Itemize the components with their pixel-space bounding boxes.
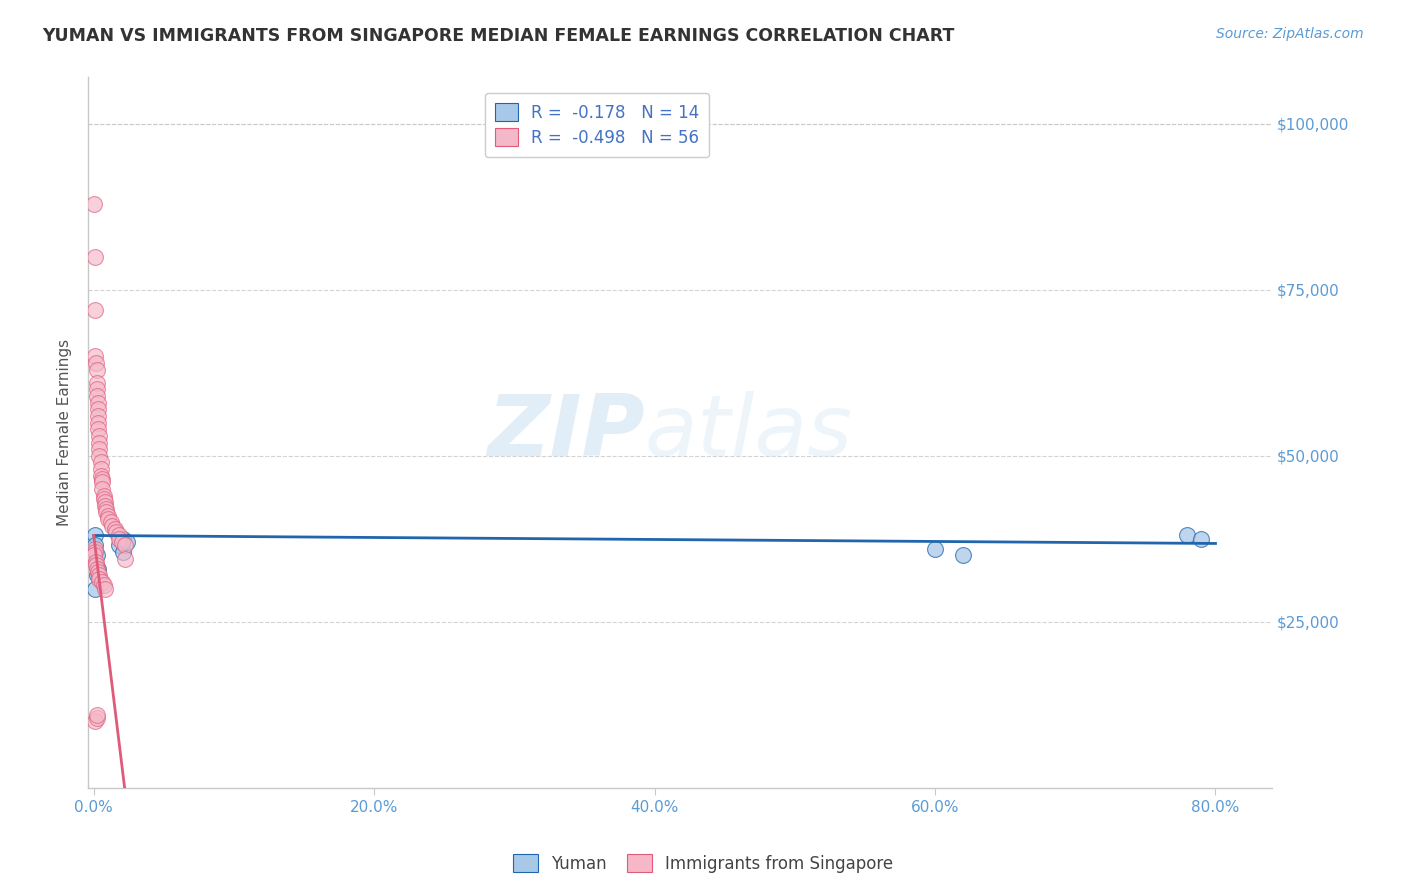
Point xyxy=(86,549,108,563)
Point xyxy=(89,435,111,450)
Point xyxy=(952,549,974,563)
Point xyxy=(86,389,108,403)
Point xyxy=(83,196,105,211)
Point xyxy=(93,578,115,592)
Point xyxy=(84,558,107,573)
Point xyxy=(90,468,112,483)
Point xyxy=(87,565,110,579)
Point xyxy=(87,409,110,423)
Point xyxy=(90,455,112,469)
Point xyxy=(87,395,110,409)
Text: YUMAN VS IMMIGRANTS FROM SINGAPORE MEDIAN FEMALE EARNINGS CORRELATION CHART: YUMAN VS IMMIGRANTS FROM SINGAPORE MEDIA… xyxy=(42,27,955,45)
Point xyxy=(101,518,124,533)
Point xyxy=(104,522,127,536)
Point xyxy=(90,462,112,476)
Point xyxy=(86,562,108,576)
Point xyxy=(114,551,136,566)
Legend: R =  -0.178   N = 14, R =  -0.498   N = 56: R = -0.178 N = 14, R = -0.498 N = 56 xyxy=(485,93,710,157)
Point xyxy=(111,535,134,549)
Point xyxy=(93,489,115,503)
Point xyxy=(87,562,110,576)
Point xyxy=(87,402,110,417)
Point xyxy=(87,416,110,430)
Point xyxy=(1191,532,1213,546)
Point xyxy=(94,582,117,596)
Point xyxy=(84,714,107,729)
Point xyxy=(93,491,115,506)
Point xyxy=(97,508,120,523)
Point xyxy=(96,502,118,516)
Text: Source: ZipAtlas.com: Source: ZipAtlas.com xyxy=(1216,27,1364,41)
Point xyxy=(108,538,131,552)
Point xyxy=(94,495,117,509)
Point xyxy=(86,711,108,725)
Point xyxy=(1177,528,1199,542)
Point xyxy=(105,525,128,540)
Point xyxy=(91,574,114,589)
Point xyxy=(112,545,135,559)
Point xyxy=(91,472,114,486)
Point xyxy=(86,376,108,390)
Point xyxy=(84,250,107,264)
Point xyxy=(84,356,107,370)
Point xyxy=(84,541,107,556)
Point xyxy=(86,362,108,376)
Point xyxy=(89,572,111,586)
Point xyxy=(84,528,107,542)
Text: ZIP: ZIP xyxy=(486,391,644,474)
Point xyxy=(86,383,108,397)
Point xyxy=(91,475,114,490)
Point xyxy=(87,422,110,436)
Point xyxy=(86,707,108,722)
Point xyxy=(84,538,107,552)
Point xyxy=(89,442,111,457)
Point xyxy=(84,302,107,317)
Point xyxy=(114,538,136,552)
Point xyxy=(96,505,118,519)
Point xyxy=(89,429,111,443)
Point xyxy=(89,449,111,463)
Point xyxy=(86,568,108,582)
Point xyxy=(84,582,107,596)
Y-axis label: Median Female Earnings: Median Female Earnings xyxy=(58,339,72,526)
Point xyxy=(108,532,131,546)
Point xyxy=(94,499,117,513)
Point xyxy=(100,515,122,529)
Point xyxy=(108,528,131,542)
Point xyxy=(117,535,139,549)
Point xyxy=(83,549,105,563)
Point xyxy=(84,555,107,569)
Point xyxy=(84,545,107,559)
Point xyxy=(112,532,135,546)
Point xyxy=(84,349,107,363)
Point xyxy=(924,541,946,556)
Point xyxy=(89,568,111,582)
Legend: Yuman, Immigrants from Singapore: Yuman, Immigrants from Singapore xyxy=(506,847,900,880)
Point xyxy=(91,482,114,496)
Point xyxy=(97,512,120,526)
Text: atlas: atlas xyxy=(644,391,852,474)
